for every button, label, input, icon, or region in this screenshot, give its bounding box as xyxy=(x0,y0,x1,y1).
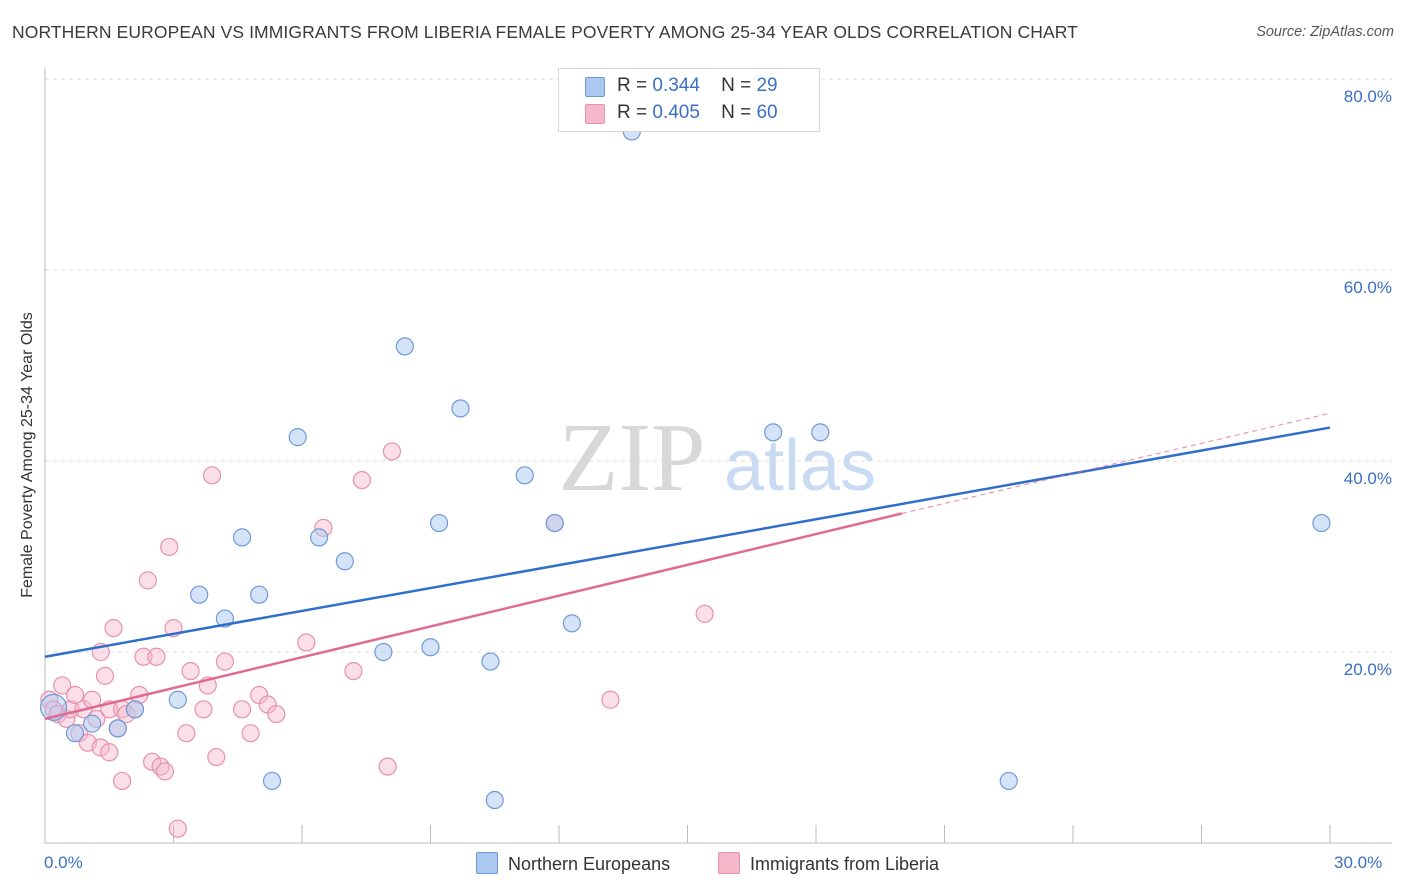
liberia-points xyxy=(40,442,714,838)
chart-title: NORTHERN EUROPEAN VS IMMIGRANTS FROM LIB… xyxy=(12,22,1078,42)
legend-n-value: 29 xyxy=(756,75,778,96)
liberia-point xyxy=(267,704,286,724)
liberia-point xyxy=(382,442,402,461)
northern-european-point xyxy=(190,585,209,604)
liberia-point xyxy=(232,700,252,719)
northern-european-point xyxy=(545,513,564,533)
northern-european-point xyxy=(481,652,500,671)
liberia-point xyxy=(352,471,372,490)
northern-european-point xyxy=(515,466,534,485)
y-axis-label: Female Poverty Among 25-34 Year Olds xyxy=(19,312,36,598)
watermark-atlas: atlas xyxy=(724,426,876,506)
northern-european-point xyxy=(395,337,414,356)
northern-european-point xyxy=(485,790,504,810)
northern-european-point xyxy=(562,614,581,633)
legend-r-label: R = xyxy=(617,75,648,96)
northern-european-point xyxy=(429,513,449,533)
northern-european-point xyxy=(421,638,440,657)
liberia-point xyxy=(695,604,714,623)
legend-r-value: 0.344 xyxy=(652,75,700,96)
source-credit: Source: ZipAtlas.com xyxy=(1256,24,1394,40)
liberia-point xyxy=(202,466,222,485)
northern-european-point xyxy=(764,423,783,442)
liberia-point xyxy=(142,752,162,771)
watermark: ZIP atlas xyxy=(559,404,877,512)
liberia-point xyxy=(601,690,620,709)
y-tick-20: 20.0% xyxy=(1343,660,1392,679)
liberia-point xyxy=(168,819,187,838)
trend-line-liberia xyxy=(44,512,902,721)
northern-european-point xyxy=(232,528,252,547)
legend-swatch-pink xyxy=(585,104,605,124)
trend-lines xyxy=(44,412,1331,721)
liberia-point xyxy=(104,619,123,638)
northern-european-point xyxy=(262,771,282,791)
northern-european-point xyxy=(125,700,145,719)
legend-n-label: N = xyxy=(721,75,752,96)
liberia-point xyxy=(138,571,157,590)
liberia-point xyxy=(194,700,213,719)
liberia-point xyxy=(40,690,59,709)
liberia-point xyxy=(177,724,196,743)
liberia-point xyxy=(378,757,397,776)
liberia-point xyxy=(100,743,119,762)
liberia-point xyxy=(241,724,260,743)
northern-european-point xyxy=(288,428,307,447)
legend-swatch-blue xyxy=(585,77,605,97)
x-tick-min: 0.0% xyxy=(44,853,83,872)
liberia-point xyxy=(91,738,110,757)
northern-european-point xyxy=(83,714,102,733)
legend-swatch-blue xyxy=(476,852,498,874)
y-tick-80: 80.0% xyxy=(1343,87,1392,106)
northern-european-point xyxy=(811,423,830,442)
trend-line-liberia-extension xyxy=(901,412,1331,515)
liberia-point xyxy=(95,666,115,685)
northern-european-point xyxy=(335,552,354,571)
liberia-point xyxy=(147,647,166,666)
liberia-point xyxy=(344,661,363,681)
northern-european-points xyxy=(39,122,1331,810)
liberia-point xyxy=(207,747,226,767)
northern-european-point xyxy=(65,724,85,743)
liberia-point xyxy=(181,661,200,681)
legend-swatch-pink xyxy=(718,852,740,874)
trend-line-northern-europeans xyxy=(44,426,1331,659)
legend-label-liberia: Immigrants from Liberia xyxy=(750,854,940,874)
liberia-point xyxy=(155,762,175,781)
liberia-point xyxy=(134,647,153,666)
bottom-legend-liberia: Immigrants from Liberia xyxy=(718,852,939,875)
legend-n-value: 60 xyxy=(756,102,778,123)
northern-european-point xyxy=(250,585,269,604)
gridlines xyxy=(45,78,1392,653)
northern-european-point xyxy=(999,771,1018,791)
liberia-point xyxy=(215,652,234,671)
watermark-zip: ZIP xyxy=(559,404,706,512)
y-tick-60: 60.0% xyxy=(1343,278,1392,297)
northern-european-point xyxy=(39,693,68,721)
liberia-point xyxy=(65,685,85,705)
northern-european-point xyxy=(168,690,187,709)
y-tick-40: 40.0% xyxy=(1343,469,1392,488)
legend-r-label: R = xyxy=(617,102,648,123)
bottom-legend-northern-europeans: Northern Europeans xyxy=(476,852,670,875)
liberia-point xyxy=(53,676,72,695)
liberia-point xyxy=(112,771,132,791)
correlation-legend: R = 0.344 N = 29 R = 0.405 N = 60 xyxy=(558,68,820,132)
northern-european-point xyxy=(108,719,127,738)
liberia-point xyxy=(160,537,179,557)
liberia-point xyxy=(297,633,316,652)
axes xyxy=(44,68,1392,844)
legend-n-label: N = xyxy=(721,102,752,123)
legend-label-northern-europeans: Northern Europeans xyxy=(508,854,671,874)
x-tick-max: 30.0% xyxy=(1334,853,1383,872)
northern-european-point xyxy=(1312,513,1331,533)
northern-european-point xyxy=(310,528,329,547)
northern-european-point xyxy=(451,399,470,418)
northern-european-point xyxy=(374,642,393,662)
legend-r-value: 0.405 xyxy=(652,102,700,123)
